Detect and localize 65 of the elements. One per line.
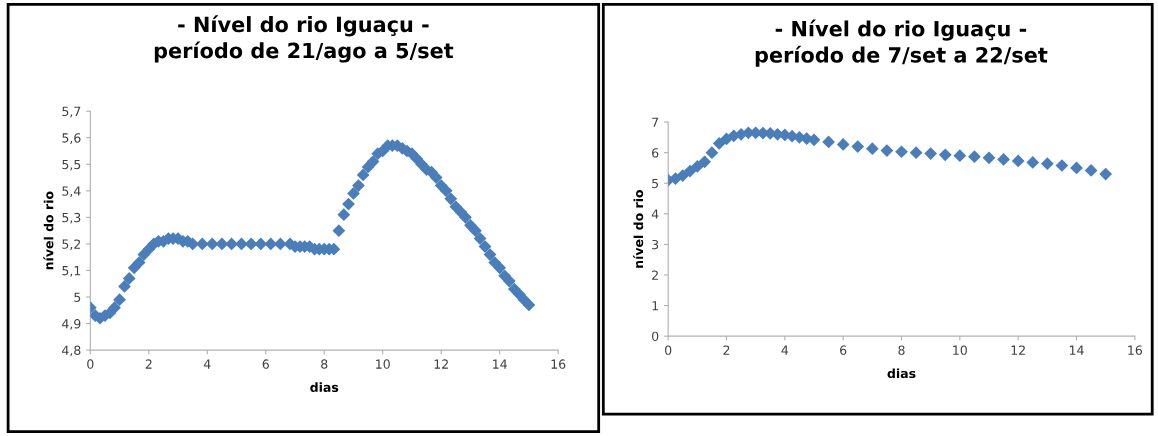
x-tick-label: 4 — [203, 359, 211, 369]
y-tick-label: 2 — [652, 270, 658, 280]
x-tick-label: 4 — [781, 345, 789, 355]
point — [1011, 154, 1025, 168]
point — [1026, 156, 1040, 169]
y-tick-label: 5 — [652, 178, 659, 189]
point — [938, 148, 952, 162]
x-tick-label: 10 — [953, 345, 967, 355]
y-tick-label: 5,1 — [62, 266, 81, 277]
x-tick-label: 6 — [262, 359, 269, 369]
point — [997, 153, 1010, 166]
x-axis-title: dias — [310, 382, 339, 393]
x-tick-label: 10 — [376, 359, 390, 369]
point — [683, 164, 697, 178]
y-tick-label: 4 — [651, 209, 659, 219]
x-tick-label: 8 — [898, 345, 905, 355]
point — [851, 140, 865, 153]
point — [690, 160, 704, 173]
x-tick-label: 14 — [493, 359, 507, 369]
x-tick-label: 8 — [321, 359, 328, 369]
point — [712, 137, 726, 150]
y-tick-label: 4,9 — [62, 319, 81, 330]
y-tick-label: 5,3 — [62, 212, 81, 224]
point — [909, 146, 923, 160]
y-tick-label: 0 — [652, 331, 659, 342]
x-tick-label: 2 — [723, 345, 730, 355]
x-tick-label: 6 — [840, 345, 847, 355]
point — [836, 138, 850, 151]
y-tick-label: 5,6 — [62, 133, 81, 144]
x-tick-label: 16 — [551, 359, 566, 369]
point — [1099, 167, 1113, 181]
y-tick-label: 5,2 — [62, 239, 81, 251]
y-axis-title: nível do rio — [633, 189, 644, 268]
point — [953, 149, 967, 163]
point — [982, 151, 996, 165]
point — [807, 133, 821, 147]
x-axis-title: dias — [887, 368, 916, 379]
y-tick-label: 3 — [652, 239, 659, 250]
chart-title: - Nível do rio Iguaçu - período de 7/set a 22/set — [755, 19, 1048, 67]
y-tick-label: 7 — [652, 117, 659, 127]
point — [924, 147, 938, 160]
point — [676, 169, 690, 182]
y-tick-label: 5,5 — [62, 159, 81, 171]
y-tick-label: 5,7 — [62, 106, 81, 118]
x-tick-label: 12 — [1011, 345, 1025, 355]
x-tick-label: 2 — [145, 359, 152, 369]
point — [1084, 164, 1098, 177]
y-tick-label: 1 — [652, 301, 658, 311]
x-tick-label: 12 — [434, 359, 448, 369]
point — [865, 142, 879, 156]
x-tick-label: 16 — [1128, 345, 1143, 355]
point — [1040, 157, 1054, 171]
point — [968, 150, 981, 163]
y-tick-label: 6 — [652, 148, 659, 158]
point — [895, 145, 908, 159]
point — [705, 146, 719, 160]
y-axis-title: nível do rio — [43, 191, 54, 270]
x-tick-label: 0 — [87, 359, 94, 369]
point — [698, 155, 711, 169]
x-tick-label: 14 — [1069, 345, 1084, 355]
y-tick-label: 4,8 — [62, 345, 81, 357]
y-tick-label: 5 — [74, 292, 81, 302]
chart-title: - Nível do rio Iguaçu - período de 21/ago a 5/set — [154, 15, 454, 63]
y-tick-label: 5,4 — [62, 186, 81, 198]
x-tick-label: 0 — [665, 345, 672, 355]
